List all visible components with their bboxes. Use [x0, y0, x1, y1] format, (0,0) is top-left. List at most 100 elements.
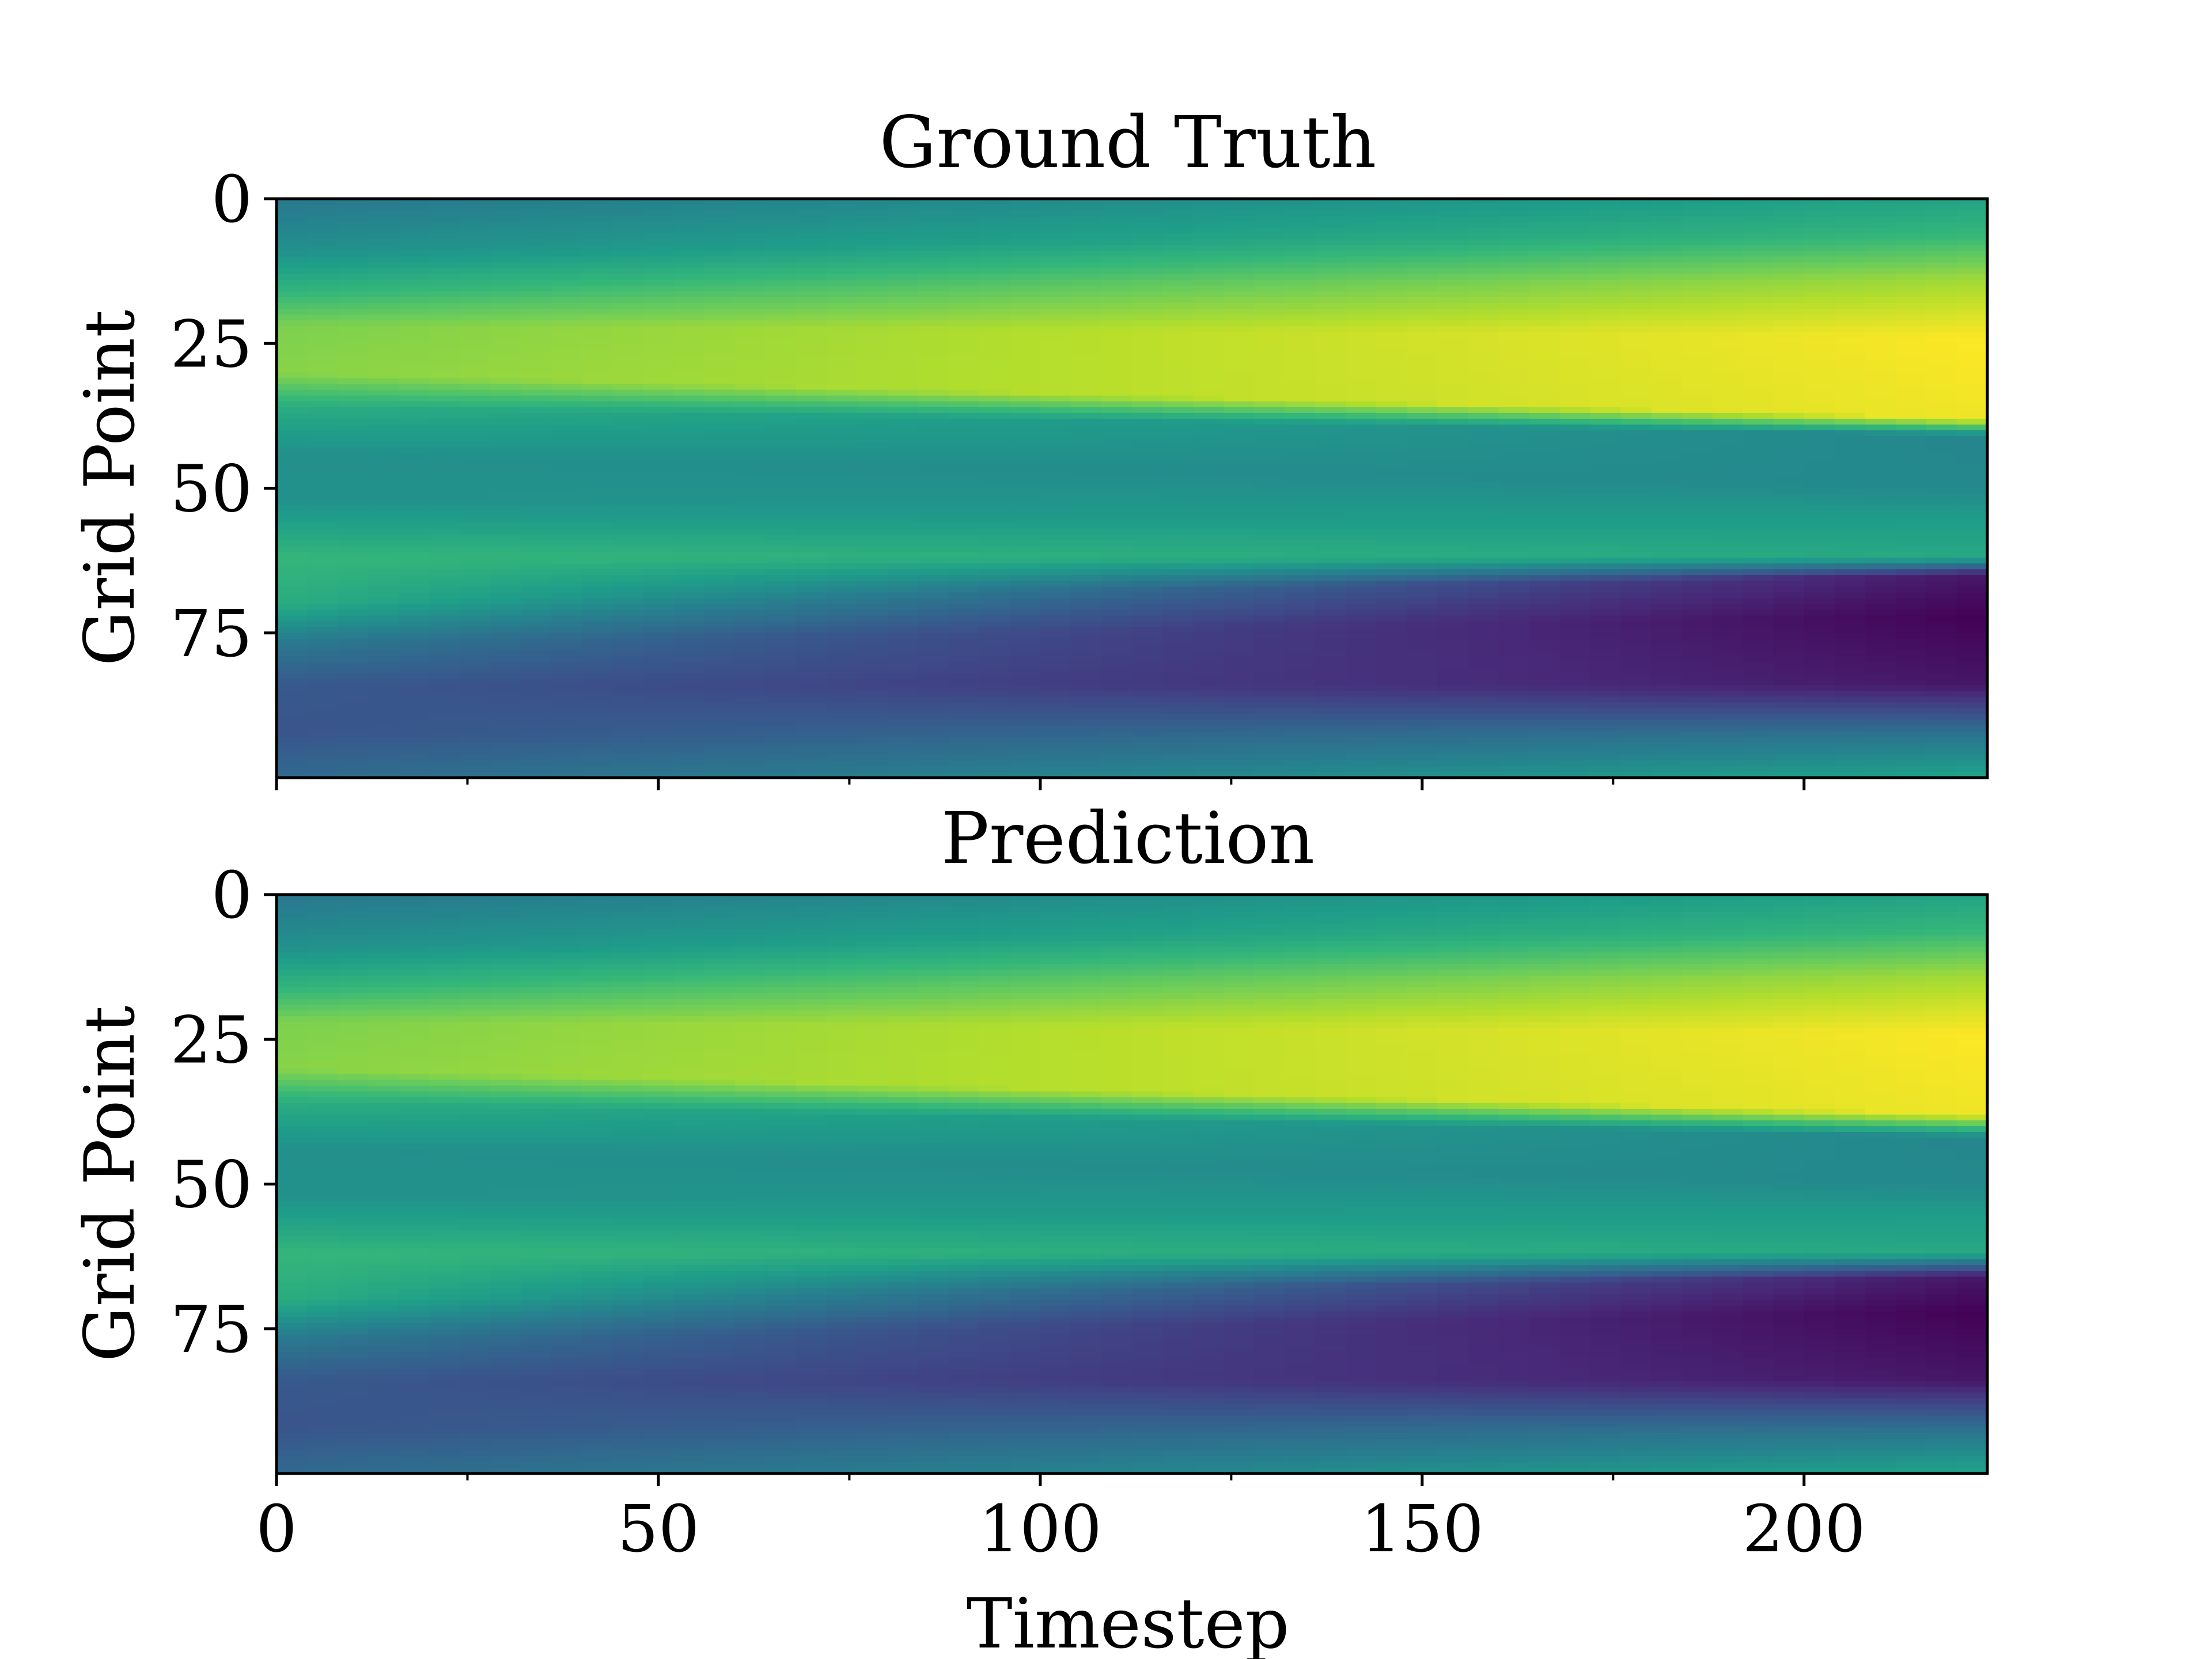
heatmap-cell	[1254, 731, 1285, 738]
heatmap-cell	[918, 343, 949, 350]
heatmap-cell	[307, 332, 338, 338]
heatmap-cell	[368, 719, 399, 726]
heatmap-cell	[979, 609, 1010, 616]
heatmap-cell	[826, 453, 858, 460]
heatmap-cell	[1498, 766, 1530, 772]
heatmap-cell	[979, 315, 1010, 321]
heatmap-cell	[276, 668, 308, 674]
heatmap-cell	[1224, 528, 1255, 535]
heatmap-cell	[1254, 424, 1285, 431]
heatmap-cell	[1437, 355, 1469, 362]
heatmap-cell	[826, 771, 858, 778]
heatmap-cell	[1773, 719, 1805, 726]
heatmap-cell	[1193, 228, 1224, 234]
heatmap-cell	[1468, 668, 1499, 674]
heatmap-cell	[1407, 696, 1438, 703]
heatmap-cell	[1254, 361, 1285, 368]
heatmap-cell	[307, 766, 338, 772]
heatmap-cell	[1040, 708, 1071, 715]
heatmap-cell	[582, 372, 613, 379]
heatmap-cell	[918, 725, 949, 732]
heatmap-cell	[796, 528, 827, 535]
heatmap-cell	[1529, 494, 1560, 501]
heatmap-cell	[796, 581, 827, 588]
heatmap-cell	[1437, 569, 1469, 576]
heatmap-cell	[1773, 366, 1805, 373]
heatmap-cell	[1070, 453, 1102, 460]
heatmap-cell	[1437, 488, 1469, 495]
heatmap-cell	[1773, 558, 1805, 564]
heatmap-cell	[1101, 308, 1132, 315]
heatmap-cell	[276, 256, 308, 263]
heatmap-cell	[1743, 754, 1774, 761]
heatmap-cell	[1468, 418, 1499, 425]
heatmap-cell	[1040, 210, 1071, 217]
heatmap-cell	[521, 604, 552, 611]
heatmap-cell	[1681, 302, 1713, 309]
heatmap-cell	[1407, 210, 1438, 217]
heatmap-cell	[307, 482, 338, 489]
heatmap-cell	[1681, 615, 1713, 622]
heatmap-cell	[1376, 494, 1408, 501]
heatmap-cell	[399, 691, 430, 698]
heatmap-cell	[1468, 262, 1499, 269]
heatmap-cell	[979, 540, 1010, 547]
heatmap-cell	[1315, 668, 1347, 674]
heatmap-cell	[1101, 482, 1132, 489]
heatmap-cell	[429, 285, 461, 292]
heatmap-cell	[276, 326, 308, 332]
heatmap-cell	[429, 632, 461, 639]
heatmap-cell	[307, 239, 338, 246]
heatmap-cell	[307, 662, 338, 668]
heatmap-cell	[734, 315, 766, 321]
heatmap-cell	[307, 262, 338, 269]
heatmap-cell	[1009, 569, 1041, 576]
heatmap-cell	[1559, 239, 1591, 246]
heatmap-cell	[460, 743, 491, 749]
heatmap-cell	[1315, 279, 1347, 286]
heatmap-cell	[1193, 627, 1224, 634]
heatmap-cell	[1437, 216, 1469, 222]
heatmap-cell	[1651, 644, 1683, 651]
heatmap-cell	[1407, 511, 1438, 518]
heatmap-cell	[1498, 725, 1530, 732]
heatmap-cell	[490, 199, 522, 205]
heatmap-cell	[1590, 760, 1622, 767]
heatmap-cell	[460, 349, 491, 356]
heatmap-cell	[612, 233, 644, 240]
heatmap-cell	[521, 361, 552, 368]
heatmap-cell	[551, 285, 583, 292]
heatmap-cell	[734, 558, 766, 564]
heatmap-cell	[338, 702, 369, 709]
heatmap-cell	[460, 228, 491, 234]
heatmap-cell	[368, 407, 399, 414]
heatmap-cell	[857, 436, 888, 442]
heatmap-cell	[521, 696, 552, 703]
heatmap-cell	[1712, 459, 1744, 466]
heatmap-cell	[1315, 488, 1347, 495]
heatmap-cell	[918, 505, 949, 512]
heatmap-cell	[673, 650, 705, 657]
heatmap-cell	[1651, 332, 1683, 338]
heatmap-cell	[1254, 448, 1285, 454]
heatmap-cell	[1407, 384, 1438, 391]
heatmap-cell	[1651, 546, 1683, 552]
heatmap-cell	[1529, 558, 1560, 564]
heatmap-cell	[1437, 401, 1469, 408]
heatmap-cell	[521, 204, 552, 211]
heatmap-cell	[399, 609, 430, 616]
heatmap-cell	[734, 453, 766, 460]
heatmap-cell	[1009, 326, 1041, 332]
heatmap-cell	[704, 656, 736, 662]
heatmap-cell	[1712, 291, 1744, 298]
heatmap-cell	[1070, 592, 1102, 599]
heatmap-cell	[1681, 494, 1713, 501]
heatmap-cell	[460, 210, 491, 217]
heatmap-cell	[1101, 204, 1132, 211]
heatmap-cell	[1743, 222, 1774, 229]
heatmap-cell	[1346, 436, 1377, 442]
heatmap-cell	[765, 494, 797, 501]
heatmap-cell	[490, 615, 522, 622]
heatmap-cell	[1285, 453, 1316, 460]
heatmap-cell	[1712, 204, 1744, 211]
